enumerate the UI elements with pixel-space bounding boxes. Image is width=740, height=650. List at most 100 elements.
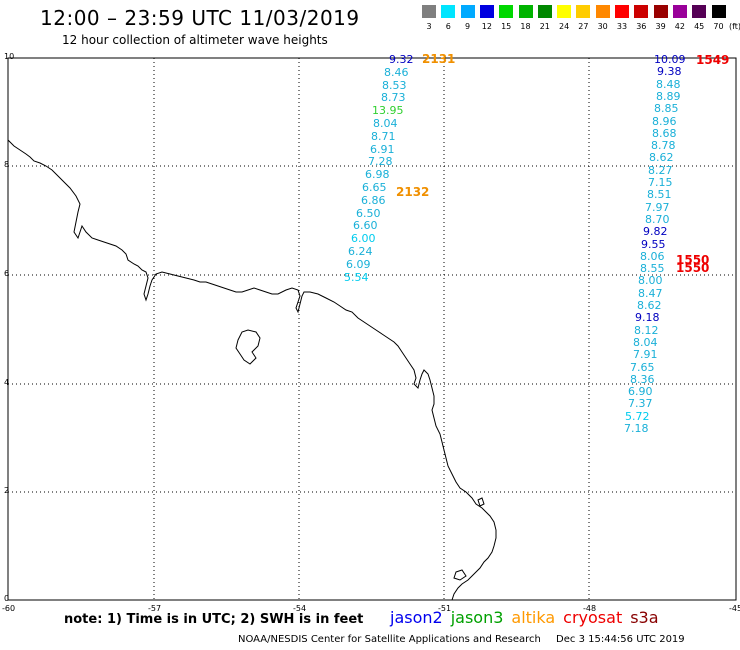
- lat-lon-grid: [7, 57, 737, 601]
- coastal-islet: [477, 497, 485, 507]
- satellite-legend: jason2 jason3 altika cryosat s3a: [390, 608, 667, 627]
- page-title: 12:00 – 23:59 UTC 11/03/2019: [40, 6, 360, 30]
- colorbar-tick-label: 9: [465, 22, 471, 31]
- wave-height-value: 10.09: [654, 53, 686, 66]
- colorbar-swatch: [537, 5, 552, 18]
- wave-height-value: 7.65: [630, 360, 655, 374]
- colorbar-tick-label: 33: [616, 22, 628, 31]
- offshore-island: [235, 329, 261, 365]
- colorbar-swatch: [479, 5, 494, 18]
- wave-height-value: 8.46: [384, 65, 409, 79]
- colorbar-tick-label: 27: [578, 22, 589, 31]
- wave-height-value: 9.32: [389, 53, 414, 66]
- note-text: note: 1) Time is in UTC; 2) SWH is in fe…: [64, 612, 364, 627]
- longitude-label: -60: [2, 604, 16, 613]
- south-america-coastline: [7, 139, 497, 601]
- colorbar-tick-label: 70: [713, 22, 724, 31]
- wave-height-value: 8.06: [640, 249, 665, 263]
- wave-height-value: 7.15: [648, 176, 673, 189]
- colorbar-swatch: [518, 5, 533, 18]
- page-subtitle: 12 hour collection of altimeter wave hei…: [62, 33, 328, 47]
- latitude-label: 4: [4, 378, 10, 387]
- pass-number-label: 1549: [696, 53, 730, 67]
- wave-height-value: 6.65: [362, 181, 387, 194]
- colorbar-tick-label: 42: [674, 22, 685, 31]
- wave-height-value: 8.47: [638, 286, 663, 300]
- footer-date: Dec 3 15:44:56 UTC 2019: [556, 634, 685, 645]
- colorbar-swatch: [499, 5, 514, 18]
- colorbar-tick-label: 30: [597, 22, 608, 31]
- map-border: [7, 57, 737, 601]
- colorbar-tick-label: 36: [636, 22, 647, 31]
- legend-item-altika: altika: [511, 608, 556, 627]
- latitude-label: 8: [4, 160, 10, 169]
- longitude-label: -54: [293, 604, 307, 613]
- wave-height-value: 8.12: [634, 323, 659, 337]
- colorbar-unit: (ft): [729, 22, 740, 31]
- wave-height-value: 6.00: [351, 232, 376, 246]
- wave-height-value: 8.71: [371, 129, 396, 143]
- pass-number-label: 2132: [396, 185, 430, 199]
- wave-height-value: 8.27: [648, 163, 673, 177]
- latitude-label: 0: [4, 594, 10, 603]
- colorbar-tick-label: 24: [559, 22, 570, 31]
- wave-height-value: 6.98: [365, 168, 390, 182]
- wave-height-value: 8.48: [656, 77, 681, 91]
- colorbar-tick-label: 3: [426, 22, 432, 31]
- wave-height-value: 6.60: [353, 219, 378, 233]
- colorbar-tick-label: 45: [694, 22, 705, 31]
- colorbar-swatch: [595, 5, 610, 18]
- wave-height-value: 8.55: [640, 262, 665, 276]
- wave-height-value: 8.51: [647, 188, 672, 202]
- colorbar-tick-label: 18: [520, 22, 531, 31]
- colorbar-swatch: [576, 5, 591, 18]
- wave-height-value: 9.82: [643, 225, 668, 239]
- wave-height-value: 9.18: [635, 311, 660, 325]
- colorbar-tick-label: 6: [445, 22, 451, 31]
- colorbar-swatch: [422, 5, 436, 18]
- colorbar-swatch: [557, 5, 572, 18]
- pass-number-label: 2131: [422, 52, 456, 66]
- colorbar-swatch: [634, 5, 649, 18]
- wave-height-value: 8.85: [654, 102, 679, 116]
- wave-height-value: 8.36: [630, 372, 655, 386]
- legend-item-jason2: jason2: [390, 608, 443, 627]
- colorbar-tick-label: 15: [501, 22, 512, 31]
- wave-height-value: 7.18: [624, 422, 649, 435]
- legend-item-cryosat: cryosat: [563, 608, 623, 627]
- legend-item-jason3: jason3: [450, 608, 504, 627]
- coastline: [7, 139, 497, 601]
- wave-height-value: 8.78: [651, 139, 676, 153]
- wave-height-value: 9.38: [657, 65, 682, 79]
- footer: NOAA/NESDIS Center for Satellite Applica…: [238, 634, 685, 645]
- colorbar-tick-label: 12: [481, 22, 492, 31]
- wave-height-value: 8.00: [638, 274, 663, 288]
- wave-height-value: 6.91: [370, 142, 395, 156]
- colorbar-tick-label: 21: [539, 22, 550, 31]
- colorbar-swatch: [441, 5, 456, 18]
- wave-height-value: 8.04: [633, 335, 658, 349]
- wave-height-value: 6.24: [348, 245, 373, 258]
- longitude-label: -51: [438, 604, 452, 613]
- wave-height-value: 8.04: [373, 117, 398, 130]
- wave-height-value: 7.97: [645, 200, 670, 214]
- river-mouth-island: [453, 569, 467, 581]
- latitude-label: 2: [4, 486, 10, 495]
- wave-height-value: 8.70: [645, 212, 670, 226]
- colorbar-swatch: [460, 5, 475, 18]
- colorbar-tick-label: 39: [655, 22, 666, 31]
- wave-height-value: 8.62: [637, 299, 662, 312]
- wave-height-value: 7.91: [633, 348, 658, 362]
- wave-height-value: 6.86: [361, 193, 386, 207]
- wave-height-value: 6.09: [346, 257, 371, 271]
- colorbar-swatch: [615, 5, 629, 18]
- wave-height-value: 8.89: [656, 89, 681, 103]
- latitude-label: 6: [4, 269, 10, 278]
- wave-height-value: 8.96: [652, 114, 677, 128]
- wave-height-value: 8.68: [652, 126, 677, 140]
- colorbar-swatch: [653, 5, 668, 18]
- pass-number-label: 1550: [676, 253, 710, 267]
- wave-height-value: 6.50: [356, 206, 381, 220]
- pass-number-label: 1550: [676, 261, 710, 275]
- wave-height-value: 9.55: [641, 237, 666, 251]
